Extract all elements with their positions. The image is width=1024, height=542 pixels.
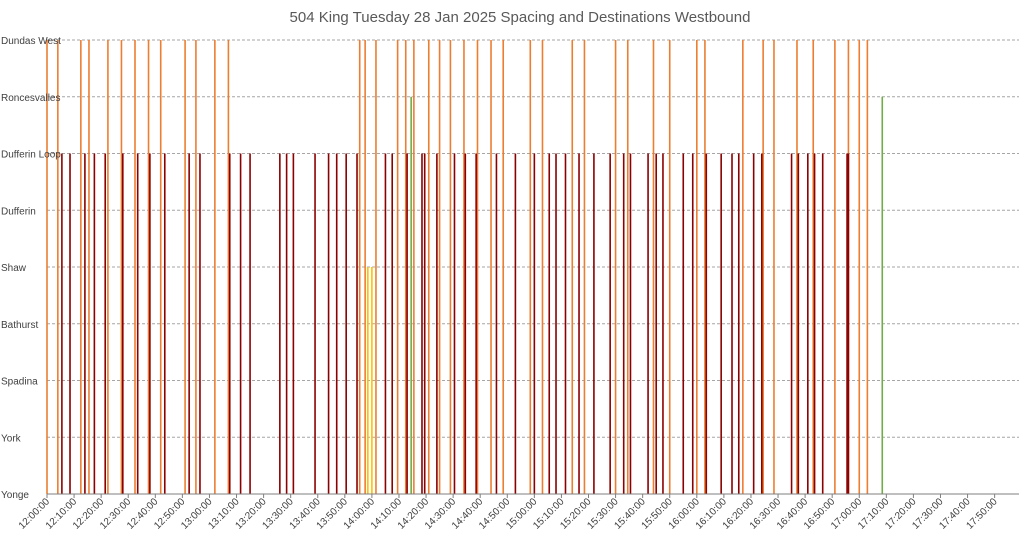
grid-layer [47, 39, 1019, 438]
y-tick-label: Shaw [1, 263, 27, 274]
x-axis-labels: 12:00:0012:10:0012:20:0012:30:0012:40:00… [17, 494, 1000, 532]
y-tick-label: Dundas West [1, 36, 61, 47]
y-axis-labels: Yonge York Spadina Bathurst Shaw Dufferin Duff… [1, 36, 61, 501]
bars-layer [46, 40, 884, 494]
y-tick-label: Yonge [1, 490, 29, 501]
chart-title: 504 King Tuesday 28 Jan 2025 Spacing and… [290, 9, 751, 26]
y-tick-label: Roncesvalles [1, 93, 60, 104]
y-tick-label: Spadina [1, 377, 38, 388]
y-tick-label: Dufferin Loop [1, 150, 61, 161]
y-tick-label: Dufferin [1, 206, 36, 217]
y-tick-label: Bathurst [1, 320, 38, 331]
y-tick-label: York [1, 433, 22, 444]
